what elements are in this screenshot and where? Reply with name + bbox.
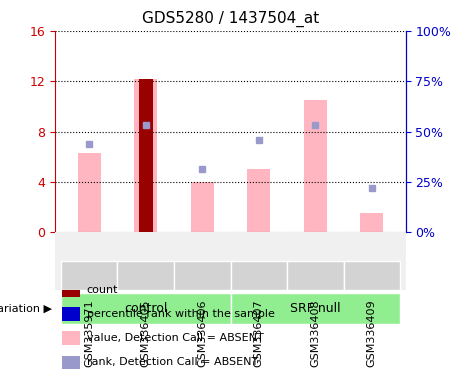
Bar [62,307,80,321]
Bar [78,153,100,232]
Bar [62,331,80,345]
Text: count: count [87,285,118,295]
FancyBboxPatch shape [287,261,343,290]
Bar [361,214,383,232]
FancyBboxPatch shape [230,293,400,324]
Bar [191,182,213,232]
FancyBboxPatch shape [343,261,400,290]
Bar [304,100,326,232]
FancyBboxPatch shape [174,261,230,290]
Bar [135,79,157,232]
Text: value, Detection Call = ABSENT: value, Detection Call = ABSENT [87,333,264,343]
FancyBboxPatch shape [61,293,230,324]
Bar [139,79,153,232]
Bar [62,283,80,297]
Bar [248,169,270,232]
Title: GDS5280 / 1437504_at: GDS5280 / 1437504_at [142,10,319,26]
FancyBboxPatch shape [118,261,174,290]
Text: percentile rank within the sample: percentile rank within the sample [87,309,275,319]
Text: control: control [124,302,167,315]
Text: SRF null: SRF null [290,302,341,315]
Text: genotype/variation ▶: genotype/variation ▶ [0,304,53,314]
Text: rank, Detection Call = ABSENT: rank, Detection Call = ABSENT [87,358,258,367]
FancyBboxPatch shape [61,261,118,290]
FancyBboxPatch shape [230,261,287,290]
Bar [62,356,80,369]
